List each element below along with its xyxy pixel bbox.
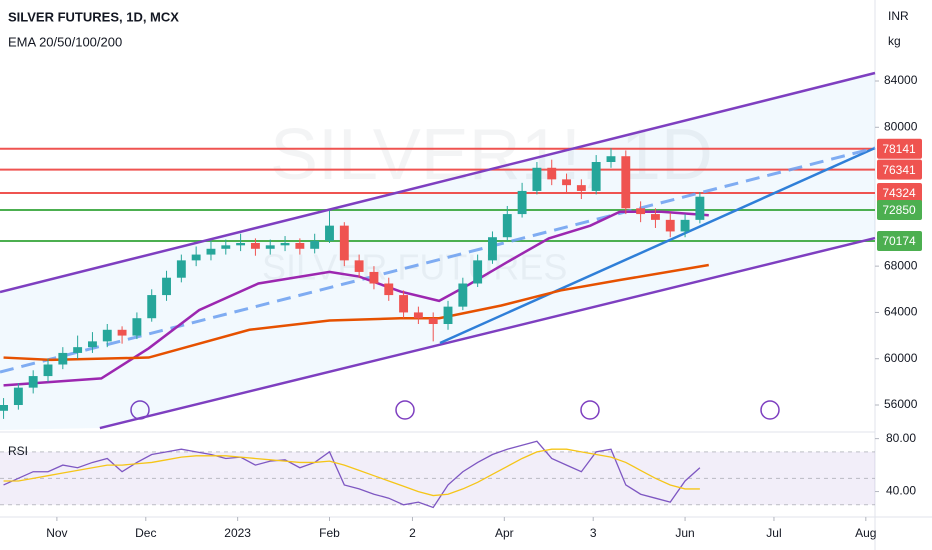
- candle-body: [73, 347, 83, 353]
- candle-body: [250, 243, 260, 249]
- candle-body: [399, 295, 409, 313]
- level-label-box: [877, 138, 922, 159]
- candle-body: [206, 248, 216, 255]
- candle-body: [369, 271, 379, 284]
- y-tick-label: 56000: [884, 397, 918, 411]
- event-markers: [130, 400, 780, 420]
- candle-body: [502, 214, 512, 238]
- candle-body: [0, 405, 9, 411]
- candle-body: [13, 387, 23, 406]
- trendline: [0, 146, 876, 374]
- candle-body: [576, 185, 586, 191]
- candle-body: [606, 156, 616, 163]
- candle-body: [325, 225, 334, 241]
- candle-body: [43, 364, 53, 377]
- channel-fill: [0, 73, 875, 430]
- level-label-box: [877, 159, 922, 180]
- x-tick-label: 2: [409, 526, 416, 540]
- candle-body: [488, 237, 497, 261]
- candle-body: [176, 260, 186, 278]
- candle-body: [591, 162, 601, 191]
- title-bg: [0, 0, 250, 52]
- y-tick-label: 80000: [884, 119, 918, 133]
- indicator-label: EMA 20/50/100/200: [8, 34, 122, 49]
- candle-body: [532, 167, 542, 191]
- rsi-line: [3, 440, 701, 509]
- candle-body: [265, 245, 275, 249]
- x-tick-label: 3: [590, 526, 597, 540]
- candle-body: [147, 295, 157, 319]
- candle-body: [695, 196, 705, 220]
- candle-body: [650, 214, 660, 220]
- candle-body: [221, 245, 231, 249]
- rsi-y-tick-label: 40.00: [886, 484, 916, 498]
- candle-body: [562, 179, 571, 186]
- candle-body: [88, 341, 97, 348]
- trendline: [99, 236, 876, 430]
- candle-body: [443, 306, 453, 325]
- candle-body: [354, 260, 364, 272]
- candle-body: [384, 283, 394, 296]
- candle-body: [191, 254, 201, 261]
- level-label: 78141: [882, 142, 916, 156]
- rsi-label: RSI: [8, 444, 28, 458]
- candle-body: [28, 376, 38, 388]
- x-tick-label: Dec: [135, 526, 156, 540]
- candle-body: [339, 225, 349, 261]
- candle-body: [547, 167, 557, 180]
- trendline: [439, 146, 876, 345]
- candle-body: [680, 219, 690, 232]
- candle-body: [636, 208, 646, 215]
- chart-title: SILVER FUTURES, 1D, MCX: [8, 9, 179, 24]
- candle-body: [310, 240, 320, 249]
- x-tick-label: Apr: [495, 526, 514, 540]
- watermark: SILVER1!, 1D: [270, 115, 713, 195]
- candle-body: [473, 260, 483, 284]
- candle-body: [102, 329, 112, 342]
- candle-body: [458, 283, 468, 307]
- candle-body: [58, 352, 68, 365]
- rsi-y-tick-label: 80.00: [886, 431, 916, 445]
- candle-body: [621, 156, 631, 209]
- candle-body: [162, 277, 171, 296]
- y-tick-label: 68000: [884, 258, 918, 272]
- x-tick-label: Nov: [46, 526, 67, 540]
- ema-line: [3, 210, 709, 387]
- x-tick-label: Feb: [319, 526, 340, 540]
- candle-body: [236, 243, 246, 246]
- candle-body: [295, 243, 305, 249]
- rsi-ma-line: [3, 448, 700, 497]
- candle-body: [132, 318, 142, 336]
- ema-line: [3, 263, 709, 362]
- y-tick-label: 84000: [884, 73, 918, 87]
- x-tick-label: 2023: [224, 526, 251, 540]
- candle-body: [117, 329, 127, 336]
- level-label: 76341: [882, 163, 916, 177]
- candle-body: [428, 318, 438, 325]
- candle-body: [280, 243, 290, 246]
- x-tick-label: Jun: [675, 526, 694, 540]
- currency: INR: [888, 9, 909, 23]
- level-label-box: [877, 200, 922, 221]
- candle-body: [413, 312, 423, 319]
- x-tick-label: Aug: [855, 526, 876, 540]
- x-tick-label: Jul: [766, 526, 781, 540]
- y-tick-label: 64000: [884, 305, 918, 319]
- level-label-box: [877, 182, 922, 203]
- level-label: 70174: [882, 234, 916, 248]
- level-label: 74324: [882, 186, 916, 200]
- y-tick-label: 60000: [884, 351, 918, 365]
- unit: kg: [888, 34, 901, 48]
- candle-body: [517, 190, 527, 215]
- level-label-box: [877, 230, 922, 251]
- trendline: [0, 71, 876, 294]
- level-label: 72850: [882, 203, 916, 217]
- candle-body: [665, 219, 675, 232]
